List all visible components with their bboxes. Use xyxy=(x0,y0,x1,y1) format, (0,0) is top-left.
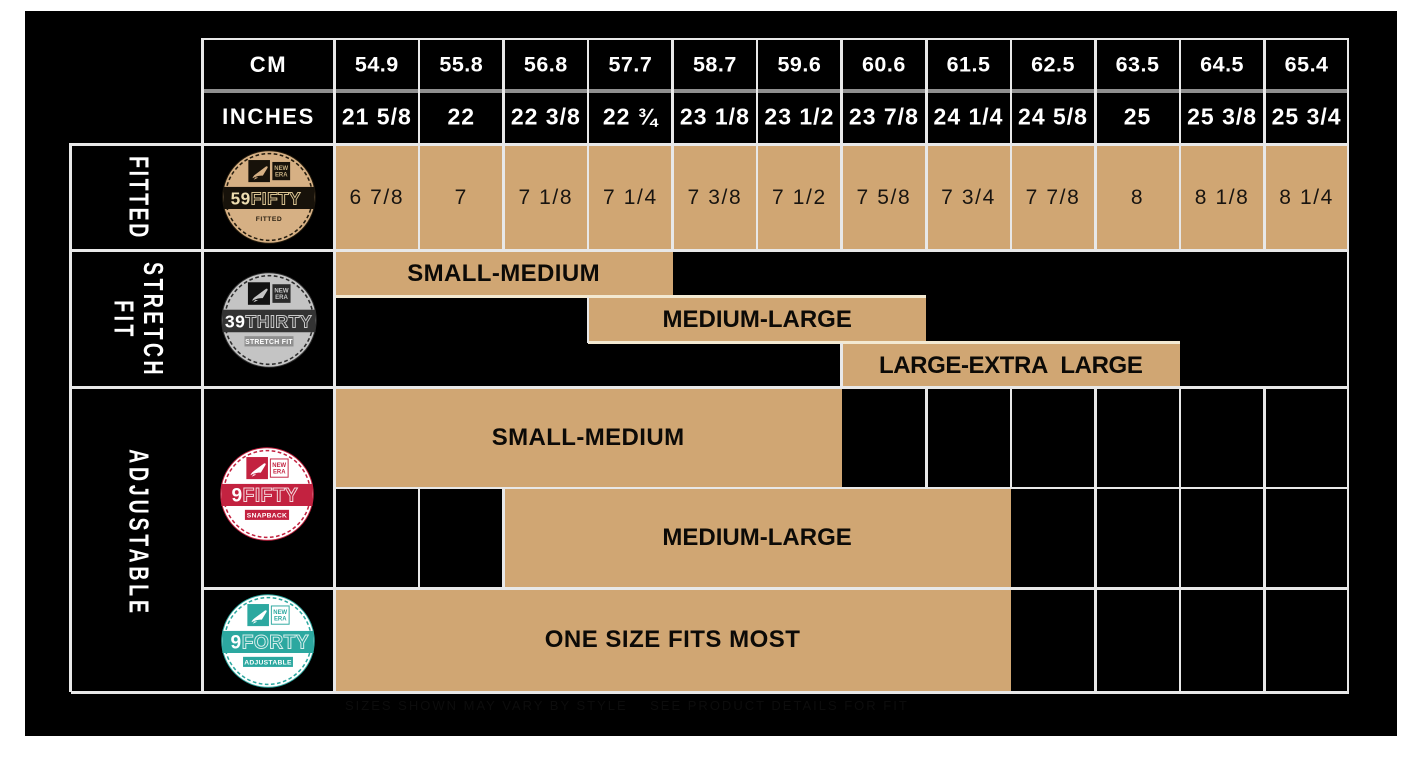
svg-text:ERA: ERA xyxy=(273,616,286,622)
svg-text:FITTED: FITTED xyxy=(256,216,282,223)
svg-text:ERA: ERA xyxy=(275,173,288,179)
svg-text:ADJUSTABLE: ADJUSTABLE xyxy=(244,659,292,666)
svg-text:39THIRTY: 39THIRTY xyxy=(224,311,311,331)
svg-text:NEW: NEW xyxy=(273,609,287,615)
svg-text:NEW: NEW xyxy=(274,166,288,172)
svg-text:SNAPBACK: SNAPBACK xyxy=(247,512,287,519)
svg-text:9FIFTY: 9FIFTY xyxy=(232,485,299,506)
svg-text:NEW: NEW xyxy=(272,462,286,468)
svg-text:9FORTY: 9FORTY xyxy=(230,632,309,653)
svg-text:STRETCH FIT: STRETCH FIT xyxy=(245,338,293,345)
svg-text:ERA: ERA xyxy=(275,294,288,300)
svg-text:59FIFTY: 59FIFTY xyxy=(230,189,301,209)
svg-text:NEW: NEW xyxy=(274,288,288,294)
svg-text:ERA: ERA xyxy=(273,469,286,475)
